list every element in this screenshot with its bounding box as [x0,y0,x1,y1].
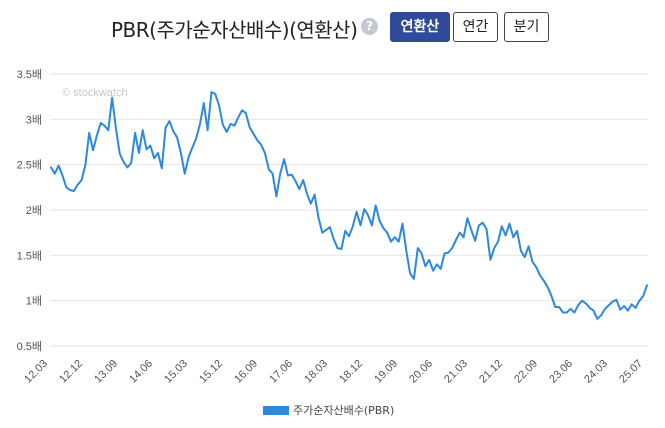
x-tick-label: 16.09 [232,358,260,386]
tab-annual[interactable]: 연간 [453,12,498,42]
tab-annualized[interactable]: 연환산 [390,12,450,42]
y-tick-label: 0.5배 [17,340,42,353]
x-tick-label: 23.06 [547,358,575,386]
x-tick-label: 15.12 [197,358,225,386]
tab-quarterly[interactable]: 분기 [504,12,549,42]
x-tick-label: 19.09 [372,358,400,386]
x-tick-label: 21.03 [442,358,470,386]
y-tick-label: 1.5배 [17,249,42,262]
x-tick-label: 18.12 [337,358,365,386]
x-axis-ticks: 12.03 12.12 13.09 14.06 15.03 15.12 16.09 17.06… [22,358,645,386]
x-tick-label: 24.03 [582,358,610,386]
page-title: PBR(주가순자산배수)(연환산) [111,18,358,42]
legend-label: 주가순자산배수(PBR) [293,404,395,417]
x-tick-label: 15.03 [162,358,190,386]
help-icon[interactable]: ? [361,18,378,35]
y-tick-label: 2.5배 [17,159,42,172]
watermark-text: © stockwatch [62,87,128,99]
chart-header: PBR(주가순자산배수)(연환산) ? 연환산 연간 분기 [0,10,665,46]
y-tick-label: 1배 [26,295,42,308]
x-tick-label: 18.03 [302,358,330,386]
x-tick-label: 12.12 [57,358,85,386]
y-tick-label: 3.5배 [17,68,42,81]
x-tick-label: 25.07 [617,358,645,386]
legend-swatch [263,406,289,415]
y-tick-label: 3배 [26,113,42,126]
x-tick-label: 22.09 [512,358,540,386]
x-tick-label: 17.06 [267,358,295,386]
x-tick-label: 20.06 [407,358,435,386]
pbr-series-line [50,91,648,320]
x-tick-label: 21.12 [477,358,505,386]
grid-lines [50,73,648,347]
x-tick-label: 14.06 [127,358,155,386]
y-axis-ticks: 0.5배 1배 1.5배 2배 2.5배 3배 3.5배 [17,68,42,353]
x-tick-label: 13.09 [92,358,120,386]
y-tick-label: 2배 [26,204,42,217]
x-tick-label: 12.03 [22,358,50,386]
